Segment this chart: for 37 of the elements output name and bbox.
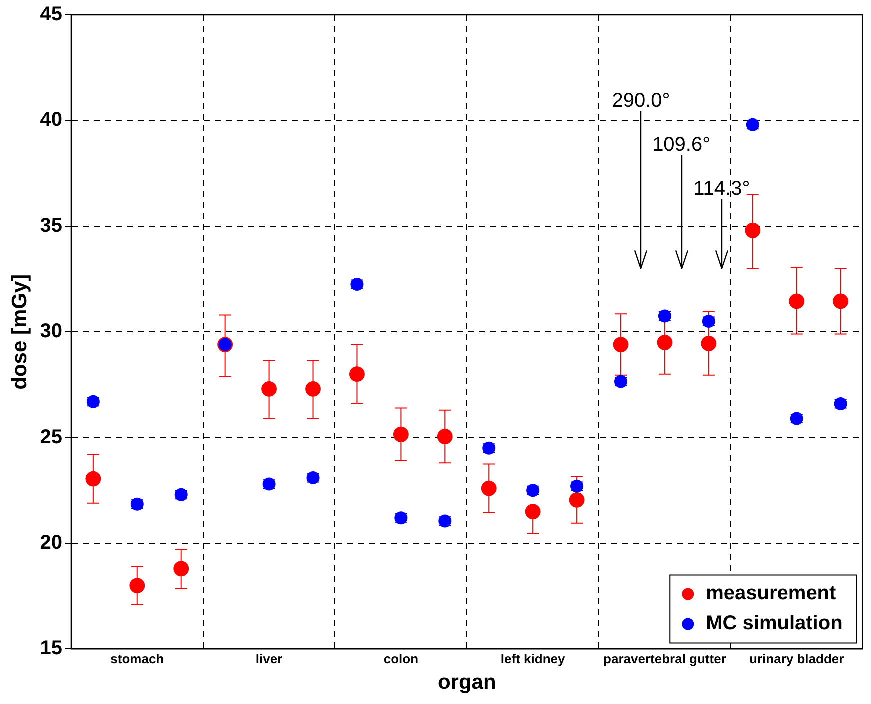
y-axis-title: dose [mGy] <box>8 274 32 390</box>
point <box>613 337 629 352</box>
annotation: 114.3° <box>694 178 750 200</box>
point <box>657 334 673 350</box>
x-tick-label: left kidney <box>500 652 566 667</box>
point <box>350 366 365 382</box>
point <box>306 381 321 397</box>
annotation: 290.0° <box>612 90 670 112</box>
point <box>393 426 409 442</box>
x-tick-label: stomach <box>110 652 164 667</box>
point <box>789 294 805 310</box>
y-tick-label: 40 <box>40 109 62 132</box>
x-tick-label: liver <box>256 652 283 667</box>
legend-label: measurement <box>706 582 837 605</box>
point <box>525 504 541 520</box>
point <box>569 492 585 508</box>
y-tick-label: 45 <box>40 4 62 26</box>
point <box>86 471 102 487</box>
point <box>833 294 849 310</box>
y-tick-label: 25 <box>40 426 62 448</box>
point <box>174 561 190 577</box>
y-tick-label: 30 <box>40 320 62 343</box>
x-axis-title: organ <box>438 671 496 694</box>
point <box>701 336 717 352</box>
y-tick-label: 20 <box>40 532 62 554</box>
legend-label: MC simulation <box>706 612 843 635</box>
y-tick-label: 15 <box>40 638 62 660</box>
point <box>130 578 146 594</box>
point <box>481 480 497 496</box>
x-tick-label: colon <box>384 652 419 667</box>
annotation: 109.6° <box>652 134 711 156</box>
y-tick-label: 35 <box>40 214 62 237</box>
point <box>745 222 761 238</box>
point <box>262 381 277 397</box>
point <box>437 429 453 444</box>
x-tick-label: urinary bladder <box>750 652 844 667</box>
x-tick-label: paravertebral gutter <box>604 652 726 667</box>
